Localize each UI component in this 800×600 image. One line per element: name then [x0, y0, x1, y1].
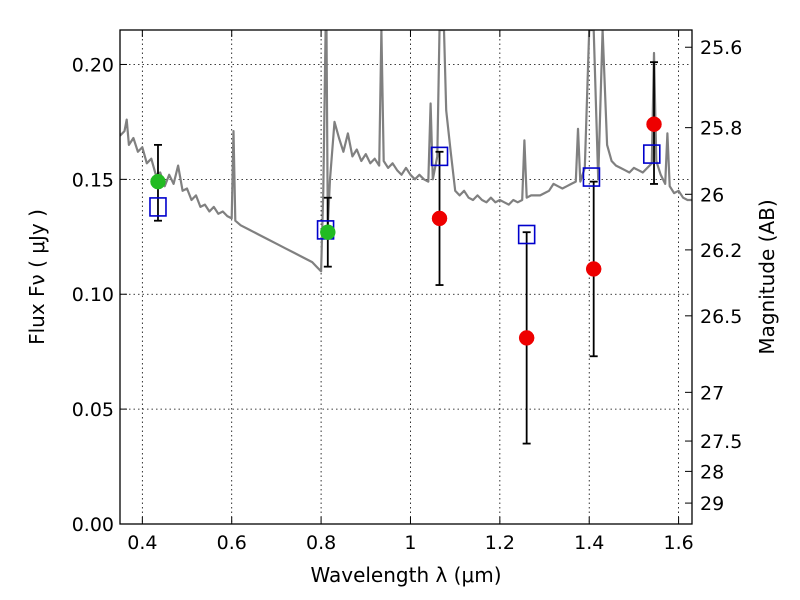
x-tick-label: 0.8 [306, 532, 336, 554]
model-square-marker [149, 197, 167, 217]
x-tick-label: 1.2 [485, 532, 515, 554]
x-axis-label: Wavelength λ (μm) [310, 563, 501, 587]
observed-flux-point [431, 210, 448, 227]
model-square-marker [430, 146, 449, 167]
y-tick-label: 0.15 [72, 169, 114, 191]
observed-flux-point [320, 224, 336, 240]
y2-tick-label: 26.2 [700, 240, 742, 262]
y2-axis: 25.6 25.8 26 26.2 26.5 27 27.5 28 29 [685, 37, 742, 515]
y2-tick-label: 25.8 [700, 118, 742, 140]
x-tick-label: 1.6 [663, 532, 693, 554]
y-axis: 0.00 0.05 0.10 0.15 0.20 [72, 54, 127, 536]
x-tick-label: 0.6 [217, 532, 247, 554]
y-tick-label: 0.20 [72, 54, 114, 76]
y-tick-label: 0.10 [72, 284, 114, 306]
y-axis-label: Flux Fν ( μJy ) [25, 209, 49, 345]
y2-tick-label: 26.5 [700, 306, 742, 328]
y-tick-label: 0.05 [72, 399, 114, 421]
plot-frame [119, 29, 693, 525]
x-tick-label: 1 [404, 532, 416, 554]
y2-tick-label: 27 [700, 382, 724, 404]
y-tick-label: 0.00 [72, 514, 114, 536]
plot-area [120, 30, 692, 445]
model-square-marker [642, 144, 661, 164]
x-axis: 0.4 0.6 0.8 1 1.2 1.4 1.6 [127, 30, 694, 554]
model-square-marker [517, 224, 536, 245]
y2-tick-label: 27.5 [700, 431, 742, 453]
observed-flux-point [585, 261, 602, 277]
x-tick-label: 1.4 [574, 532, 604, 554]
y2-tick-label: 25.6 [700, 37, 742, 59]
y2-tick-label: 26 [700, 184, 724, 206]
y2-tick-label: 28 [700, 461, 724, 483]
y2-axis-label: Magnitude (AB) [755, 199, 779, 354]
observed-flux-point [150, 173, 166, 190]
model-square-marker [582, 167, 601, 187]
y2-tick-label: 29 [700, 493, 724, 515]
x-tick-label: 0.4 [127, 532, 157, 554]
spectrum-line [120, 30, 692, 273]
observed-flux-point [646, 116, 662, 132]
observed-flux-point [518, 330, 535, 346]
